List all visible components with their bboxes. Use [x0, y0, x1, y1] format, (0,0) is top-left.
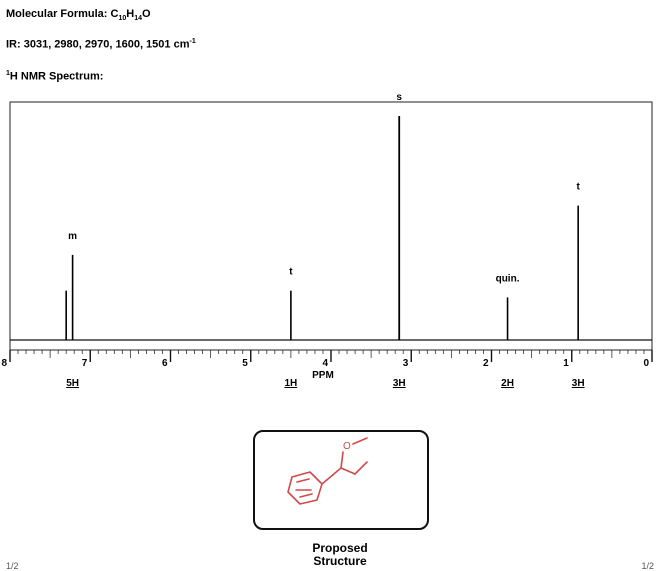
caption-line-1: Proposed — [312, 541, 368, 555]
formula-h-subscript: 14 — [134, 15, 143, 23]
spectrum-frame — [9, 101, 653, 351]
bond-o-to-methyl — [352, 437, 368, 445]
formula-label: Molecular Formula: C — [6, 8, 119, 20]
multiplicity-label-4: quin. — [496, 273, 520, 284]
bond-ch-to-o — [340, 451, 344, 469]
molecular-formula: Molecular Formula: C10H14O — [6, 8, 151, 22]
oxygen-atom-label: O — [343, 441, 351, 452]
page-number-right: 1/2 — [641, 561, 654, 571]
integration-label-5: 3H — [572, 378, 585, 389]
ir-label: IR: 3031, 2980, 2970, 1600, 1501 cm — [6, 38, 190, 51]
page-number-left: 1/2 — [6, 561, 19, 571]
tick-label-4: 4 — [322, 358, 328, 369]
proposed-structure-caption: Proposed Structure — [290, 542, 390, 568]
nmr-heading: 1H NMR Spectrum: — [6, 70, 103, 83]
bond-ring-to-ch — [321, 467, 342, 485]
nmr-label: H NMR Spectrum: — [9, 70, 104, 83]
multiplicity-label-1: m — [68, 231, 77, 242]
integration-label-3: 3H — [393, 378, 406, 389]
nmr-superscript: 1 — [6, 70, 10, 77]
ring-double-bond-3 — [299, 493, 313, 498]
bond-ch2-to-ch3 — [354, 461, 368, 475]
multiplicity-label-5: t — [576, 182, 580, 193]
ir-data: IR: 3031, 2980, 2970, 1600, 1501 cm-1 — [6, 38, 196, 51]
ir-superscript: -1 — [189, 38, 196, 45]
multiplicity-label-2: t — [289, 267, 293, 278]
tick-label-6: 6 — [162, 358, 168, 369]
caption-line-2: Structure — [313, 554, 367, 568]
nmr-spectrum-chart: 8 7 6 5 4 3 2 1 0 PPM m 5H t 1H s 3H quin. 2H t 3H — [1, 92, 653, 389]
proposed-structure-box: O — [253, 430, 429, 530]
x-axis-label: PPM — [312, 370, 334, 381]
structure-drawing: O — [287, 437, 368, 505]
tick-label-8: 8 — [1, 358, 7, 369]
tick-label-2: 2 — [483, 358, 489, 369]
tick-label-1: 1 — [563, 358, 569, 369]
integration-label-4: 2H — [501, 378, 514, 389]
benzene-ring — [287, 471, 323, 505]
integration-label-1: 5H — [66, 378, 79, 389]
integration-label-2: 1H — [284, 378, 297, 389]
tick-label-3: 3 — [403, 358, 409, 369]
tick-label-5: 5 — [242, 358, 248, 369]
tick-label-7: 7 — [82, 358, 88, 369]
multiplicity-label-3: s — [396, 92, 402, 103]
formula-h: H — [126, 8, 135, 20]
formula-o: O — [142, 8, 151, 20]
ring-double-bond-1 — [296, 478, 310, 483]
formula-c-subscript: 10 — [118, 15, 127, 23]
tick-label-0: 0 — [643, 358, 649, 369]
bond-ch-to-ch2 — [340, 467, 356, 475]
